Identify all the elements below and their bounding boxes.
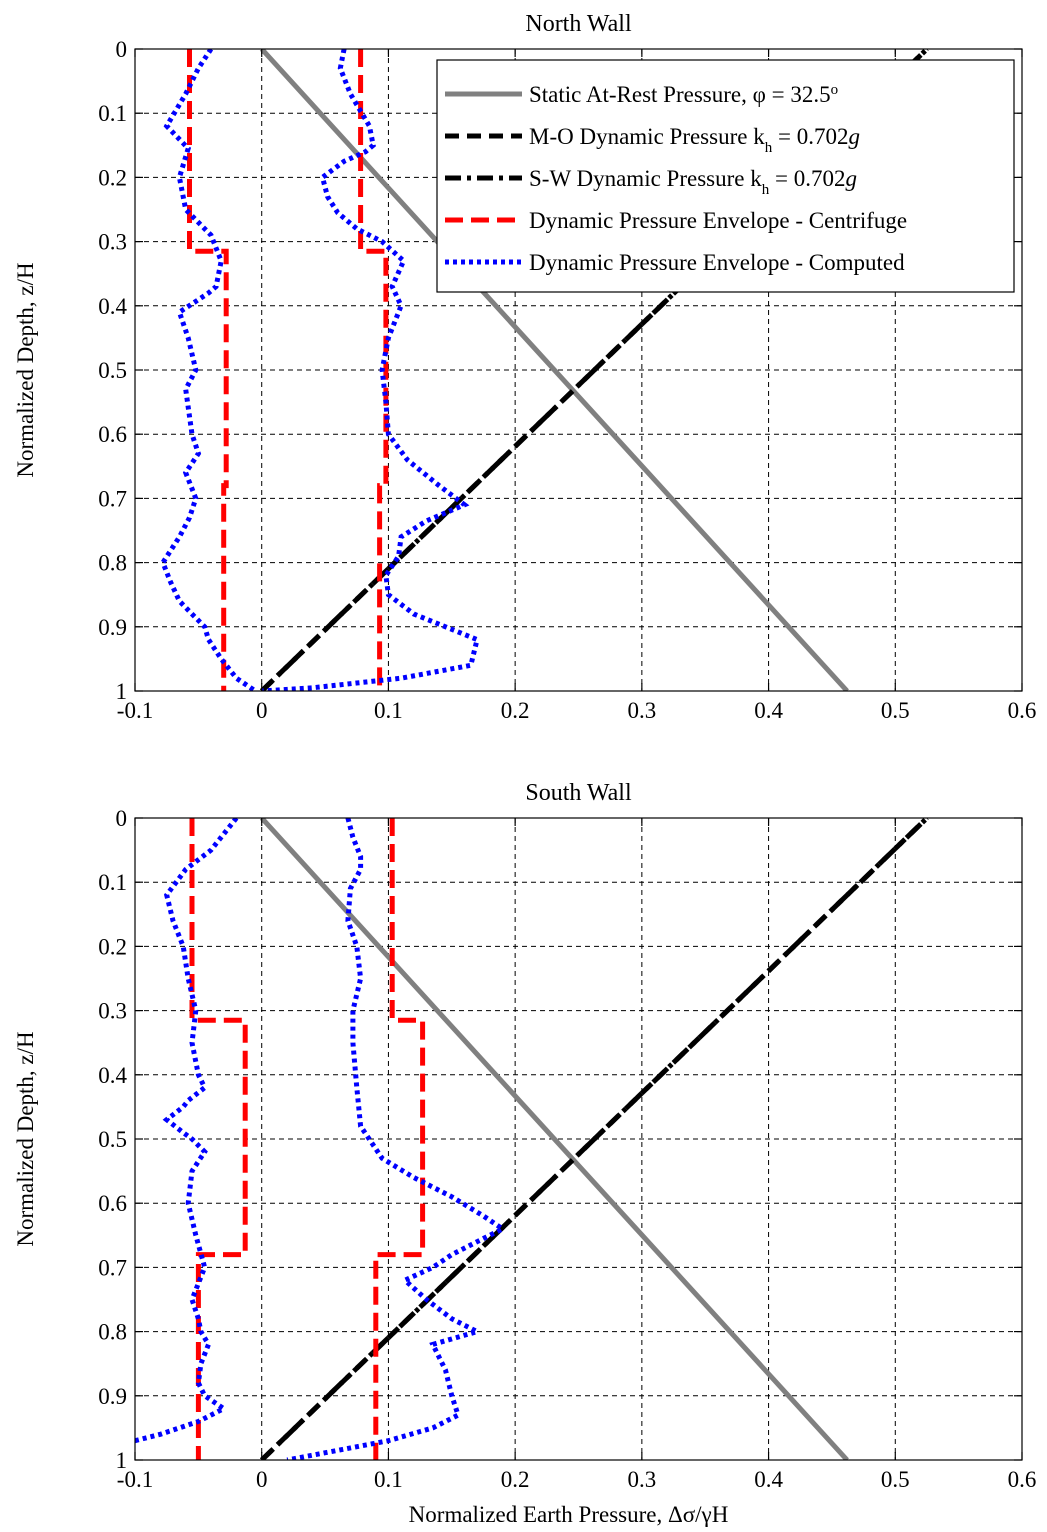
y-tick-label: 0.3 [98, 999, 127, 1024]
x-tick-label: 0.5 [881, 1467, 910, 1492]
x-tick-label: 0 [256, 698, 268, 723]
x-tick-label: 0.5 [881, 698, 910, 723]
chart-panel-0: -0.1 0 0.1 0.2 0.3 0.4 0.5 0.6 0 0.1 0.2 0.3 0.4 0.5 0… [13, 11, 1036, 723]
y-tick-label: 0.1 [98, 101, 127, 126]
y-tick-label: 0.3 [98, 230, 127, 255]
series-line-cent [187, 49, 229, 691]
chart-title: South Wall [525, 780, 632, 806]
y-tick-label: 0.6 [98, 422, 127, 447]
x-tick-label: 0.6 [1008, 1467, 1037, 1492]
y-tick-label: 0.9 [98, 615, 127, 640]
y-tick-label: 0.7 [98, 486, 127, 511]
x-tick-label: 0.2 [501, 698, 530, 723]
legend-label: Dynamic Pressure Envelope - Computed [529, 250, 905, 275]
x-tick-label: 0.3 [627, 698, 656, 723]
series-line-cent [373, 818, 426, 1460]
y-tick-label: 1 [116, 1448, 128, 1473]
series-line-cent [189, 818, 248, 1460]
x-tick-label: 0 [256, 1467, 268, 1492]
y-tick-label: 0.5 [98, 358, 127, 383]
y-tick-label: 0 [116, 37, 128, 62]
series-line-sw [259, 818, 929, 1460]
series-line-comp [135, 818, 239, 1444]
y-axis-label: Normalized Depth, z/H [13, 1031, 38, 1246]
y-tick-label: 0 [116, 806, 128, 831]
y-tick-label: 0.5 [98, 1127, 127, 1152]
x-axis-label: Normalized Earth Pressure, Δσ/γH [409, 1502, 729, 1527]
series-line-comp [160, 49, 257, 691]
y-tick-label: 0.4 [98, 1063, 127, 1088]
series-line-static [259, 818, 849, 1460]
legend-label: Dynamic Pressure Envelope - Centrifuge [529, 208, 907, 233]
legend-box [436, 59, 1015, 293]
y-tick-label: 0.8 [98, 1320, 127, 1345]
x-tick-label: 0.2 [501, 1467, 530, 1492]
y-tick-label: 1 [116, 679, 128, 704]
legend-label: S-W Dynamic Pressure kh = 0.702g [529, 166, 857, 198]
y-tick-label: 0.4 [98, 294, 127, 319]
x-tick-label: 0.3 [627, 1467, 656, 1492]
legend: Static At-Rest Pressure, φ = 32.5o M-O Dy… [436, 59, 1015, 293]
y-tick-label: 0.9 [98, 1384, 127, 1409]
y-tick-label: 0.1 [98, 870, 127, 895]
series-line-comp [261, 49, 481, 691]
y-tick-label: 0.8 [98, 551, 127, 576]
x-tick-label: 0.1 [374, 1467, 403, 1492]
y-tick-label: 0.2 [98, 165, 127, 190]
legend-label: M-O Dynamic Pressure kh = 0.702g [529, 124, 860, 156]
series-line-comp [286, 818, 508, 1460]
legend-label: Static At-Rest Pressure, φ = 32.5o [529, 82, 838, 107]
y-tick-label: 0.2 [98, 934, 127, 959]
x-tick-label: 0.1 [374, 698, 403, 723]
y-axis-label: Normalized Depth, z/H [13, 262, 38, 477]
x-tick-label: -0.1 [117, 698, 153, 723]
series-line-cent [358, 49, 389, 691]
x-tick-label: 0.6 [1008, 698, 1037, 723]
x-tick-label: 0.4 [754, 698, 783, 723]
chart-panel-1: -0.1 0 0.1 0.2 0.3 0.4 0.5 0.6 0 0.1 0.2 0.3 0.4 0.5 0… [13, 780, 1036, 1527]
x-tick-label: -0.1 [117, 1467, 153, 1492]
y-tick-label: 0.7 [98, 1255, 127, 1280]
chart-title: North Wall [525, 11, 632, 37]
x-tick-label: 0.4 [754, 1467, 783, 1492]
y-tick-label: 0.6 [98, 1191, 127, 1216]
